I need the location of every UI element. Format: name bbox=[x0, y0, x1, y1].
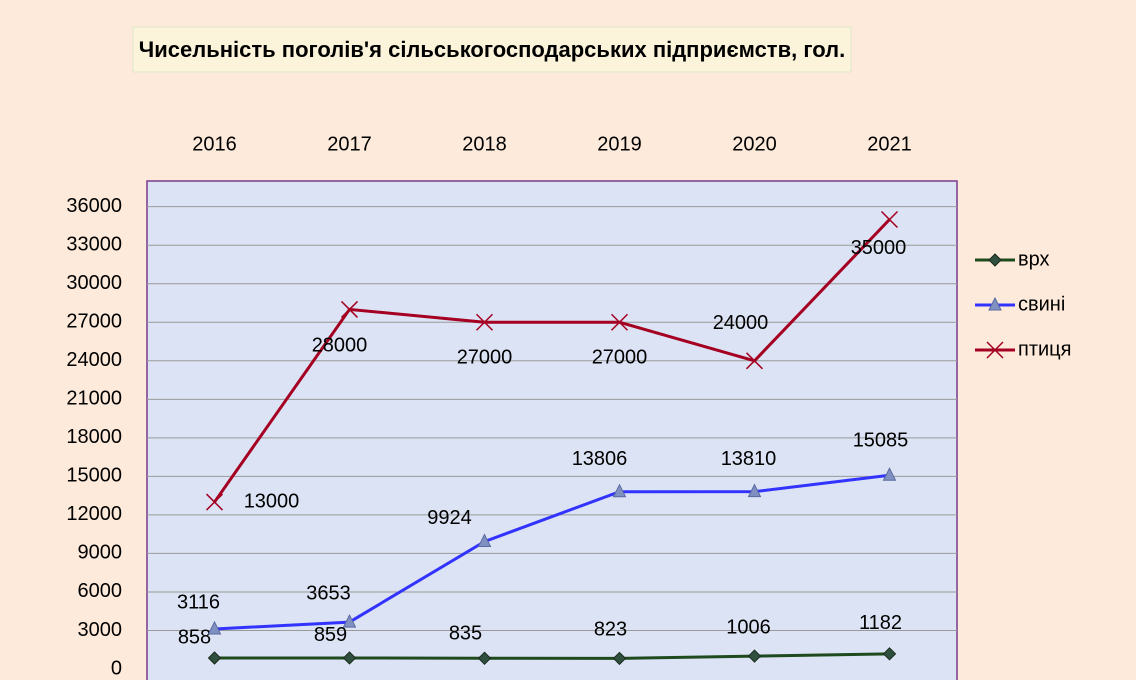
marker bbox=[340, 300, 359, 318]
data-label: 27000 bbox=[457, 347, 513, 369]
marker bbox=[610, 313, 629, 331]
chart-title: Чисельність поголів'я сільськогосподарсь… bbox=[139, 37, 845, 62]
series-line bbox=[214, 473, 890, 631]
y-tick-label: 3000 bbox=[78, 619, 123, 641]
marker bbox=[342, 613, 357, 628]
marker bbox=[477, 533, 492, 548]
marker bbox=[207, 651, 222, 665]
marker bbox=[477, 651, 492, 665]
x-tick-label: 2019 bbox=[597, 133, 642, 155]
plot-area bbox=[146, 180, 958, 680]
y-tick-label: 36000 bbox=[66, 195, 122, 217]
data-label: 835 bbox=[449, 623, 482, 645]
marker bbox=[880, 210, 899, 229]
marker bbox=[745, 352, 764, 370]
y-tick-label: 30000 bbox=[66, 272, 122, 294]
y-tick-label: 24000 bbox=[66, 349, 122, 371]
marker bbox=[747, 483, 762, 498]
legend-label: свині bbox=[1018, 293, 1065, 315]
y-tick-label: 15000 bbox=[66, 465, 122, 487]
data-label: 3653 bbox=[306, 582, 351, 604]
data-label: 858 bbox=[178, 626, 211, 648]
marker bbox=[747, 649, 762, 663]
marker bbox=[988, 253, 1002, 267]
y-tick-label: 27000 bbox=[66, 311, 122, 333]
series-line bbox=[213, 218, 891, 503]
x-tick-label: 2016 bbox=[192, 133, 237, 155]
y-tick-label: 12000 bbox=[66, 503, 122, 525]
x-tick-label: 2020 bbox=[732, 133, 777, 155]
x-tick-label: 2017 bbox=[327, 133, 372, 155]
marker bbox=[882, 647, 897, 661]
marker bbox=[205, 493, 224, 511]
marker bbox=[475, 313, 494, 331]
y-tick-label: 0 bbox=[111, 657, 122, 679]
y-tick-label: 9000 bbox=[78, 542, 123, 564]
data-label: 15085 bbox=[853, 430, 909, 452]
data-label: 823 bbox=[594, 619, 627, 641]
legend-label: птиця bbox=[1018, 338, 1071, 360]
data-label: 1006 bbox=[726, 616, 771, 638]
data-label: 13810 bbox=[721, 448, 777, 470]
data-label: 859 bbox=[314, 624, 347, 646]
x-tick-label: 2021 bbox=[867, 133, 912, 155]
data-label: 9924 bbox=[427, 507, 472, 529]
marker bbox=[612, 483, 627, 498]
data-label: 1182 bbox=[859, 612, 902, 634]
x-tick-label: 2018 bbox=[462, 133, 507, 155]
data-label: 24000 bbox=[713, 312, 769, 334]
data-label: 13000 bbox=[244, 490, 300, 512]
y-tick-label: 33000 bbox=[66, 233, 122, 255]
marker bbox=[612, 651, 627, 666]
legend-label: врх bbox=[1018, 248, 1050, 270]
marker bbox=[986, 341, 1004, 359]
data-label: 3116 bbox=[177, 591, 220, 613]
data-label: 35000 bbox=[851, 237, 907, 259]
marker bbox=[988, 296, 1002, 311]
data-label: 13806 bbox=[572, 448, 628, 470]
data-label: 27000 bbox=[592, 347, 648, 369]
marker bbox=[882, 467, 897, 481]
marker bbox=[207, 620, 222, 635]
series-line bbox=[214, 652, 890, 660]
y-tick-label: 21000 bbox=[66, 388, 122, 410]
data-label: 28000 bbox=[312, 335, 368, 357]
marker bbox=[342, 651, 357, 665]
y-tick-label: 6000 bbox=[78, 580, 123, 602]
y-tick-label: 18000 bbox=[66, 426, 122, 448]
title-box bbox=[132, 26, 852, 73]
